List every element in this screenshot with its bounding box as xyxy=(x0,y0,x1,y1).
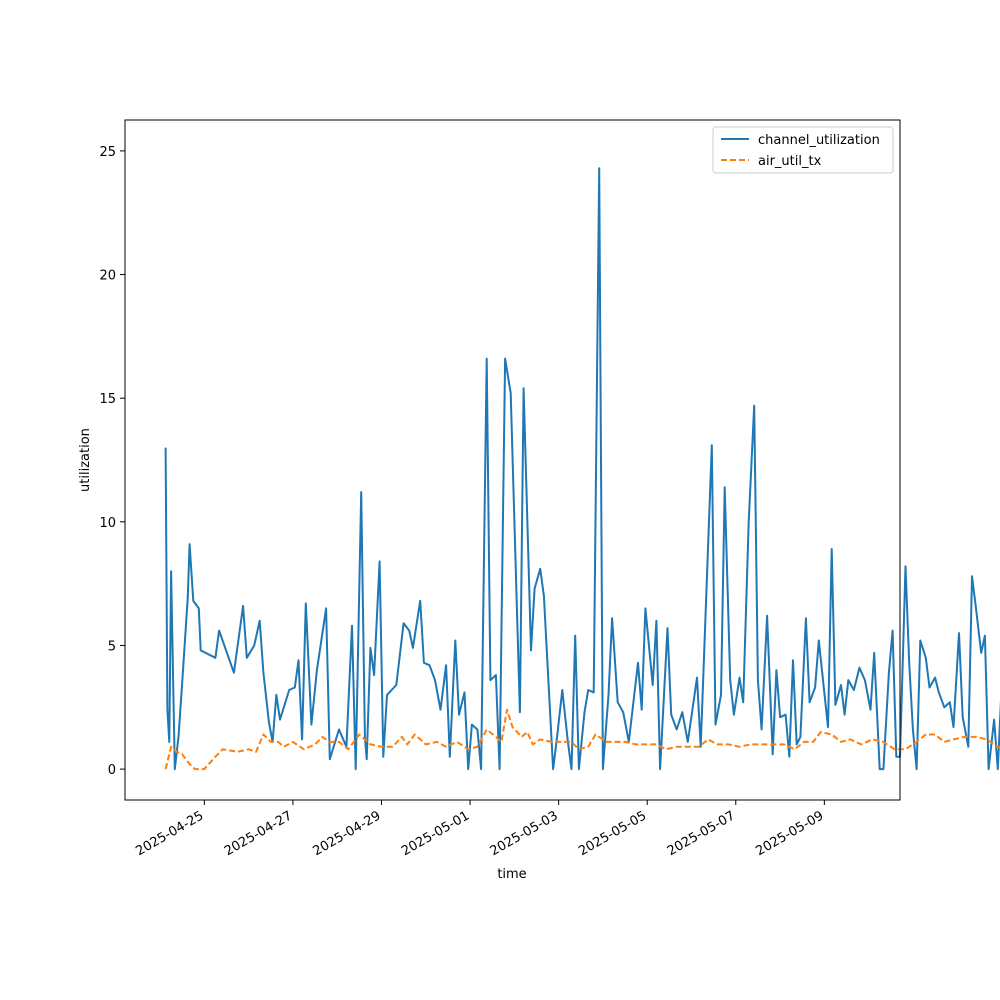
y-tick-label: 15 xyxy=(99,392,116,407)
y-tick-label: 0 xyxy=(108,763,116,778)
y-tick-label: 25 xyxy=(99,145,116,160)
y-axis-label: utilization xyxy=(78,428,93,492)
legend: channel_utilization air_util_tx xyxy=(712,126,894,174)
y-tick-label: 10 xyxy=(99,516,116,531)
legend-label-channel-utilization: channel_utilization xyxy=(758,133,880,148)
series-line-air-util-tx xyxy=(164,708,1000,771)
y-tick-label: 5 xyxy=(108,639,116,654)
plot-area-frame xyxy=(124,119,901,801)
series-line-channel-utilization xyxy=(164,167,1000,771)
series-layer xyxy=(164,167,1000,771)
y-axis: 0 5 10 15 20 25 xyxy=(99,145,125,778)
legend-label-air-util-tx: air_util_tx xyxy=(758,154,822,169)
x-axis-label: time xyxy=(497,867,526,882)
y-tick-label: 20 xyxy=(99,269,116,284)
legend-box xyxy=(712,126,894,174)
